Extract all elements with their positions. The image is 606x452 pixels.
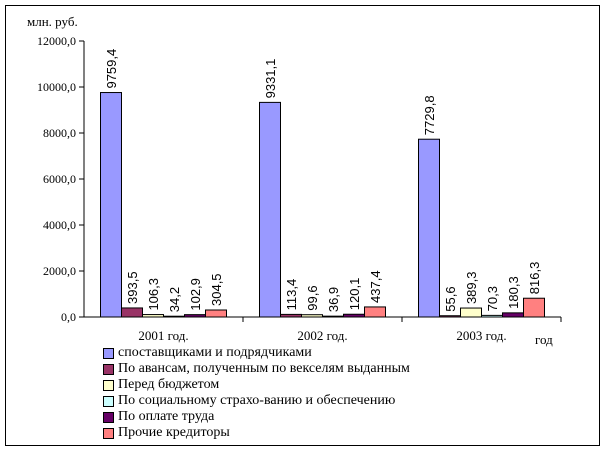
data-label: 120,1 [347,278,362,311]
y-tick-label: 0,0 [61,310,76,324]
y-tick-label: 4000,0 [43,218,76,232]
legend-label: Прочие кредиторы [118,425,230,440]
legend-item: По социальному страхо-ванию и обеспечени… [103,393,410,409]
legend-item: споставщиками и подрядчиками [103,345,410,361]
legend-label: По авансам, полученным по векселям выдан… [118,361,410,376]
data-label: 304,5 [209,273,224,306]
bar [523,297,545,318]
legend-swatch [103,395,114,407]
data-label: 113,4 [284,279,299,311]
bar [502,312,524,318]
bar [460,307,482,318]
data-label: 437,4 [368,270,383,303]
legend-item: Прочие кредиторы [103,425,410,441]
data-label: 99,6 [305,285,320,310]
legend-item: По оплате труда [103,409,410,425]
data-label: 36,9 [326,287,341,312]
data-label: 55,6 [443,286,458,311]
legend-label: По оплате труда [118,409,215,424]
chart-border [5,5,600,446]
data-label: 9331,1 [263,59,278,99]
data-label: 102,9 [188,278,203,311]
data-label: 7729,8 [422,95,437,135]
legend-swatch [103,379,114,391]
bar [163,315,185,318]
x-axis-title: год [535,332,553,347]
y-axis-title: млн. руб. [27,14,78,29]
y-tick-label: 8000,0 [43,126,76,140]
bar [481,314,503,318]
bar [142,314,164,318]
x-tick-label: 2001 год. [138,328,188,343]
legend-swatch [103,363,114,375]
legend-label: споставщиками и подрядчиками [118,345,312,360]
y-tick-label: 2000,0 [43,264,76,278]
data-label: 106,3 [146,278,161,311]
bar [280,313,302,318]
legend-swatch [103,411,114,423]
legend-item: По авансам, полученным по векселям выдан… [103,361,410,377]
bar [418,138,440,318]
bar [100,92,122,318]
bar [301,314,323,318]
data-label: 180,3 [506,276,521,309]
x-tick-label: 2002 год. [297,328,347,343]
data-label: 70,3 [485,286,500,311]
bar [184,314,206,318]
data-label: 389,3 [464,271,479,304]
bar [439,315,461,318]
data-label: 393,5 [125,271,140,304]
bar [364,306,386,318]
bar [322,315,344,318]
y-tick-label: 6000,0 [43,172,76,186]
legend-label: Перед бюджетом [118,377,220,392]
data-label: 9759,4 [104,49,119,89]
data-label: 34,2 [167,287,182,312]
x-tick-label: 2003 год. [456,328,506,343]
bar [121,307,143,318]
bar [259,101,281,318]
legend: споставщиками и подрядчиками По авансам, … [103,345,410,441]
y-tick-label: 12000,0 [37,34,76,48]
bar [205,309,227,318]
bar [343,313,365,318]
legend-item: Перед бюджетом [103,377,410,393]
legend-label: По социальному страхо-ванию и обеспечени… [118,393,396,408]
data-label: 816,3 [527,262,542,295]
legend-swatch [103,427,114,439]
legend-swatch [103,347,114,359]
y-tick-label: 10000,0 [37,80,76,94]
